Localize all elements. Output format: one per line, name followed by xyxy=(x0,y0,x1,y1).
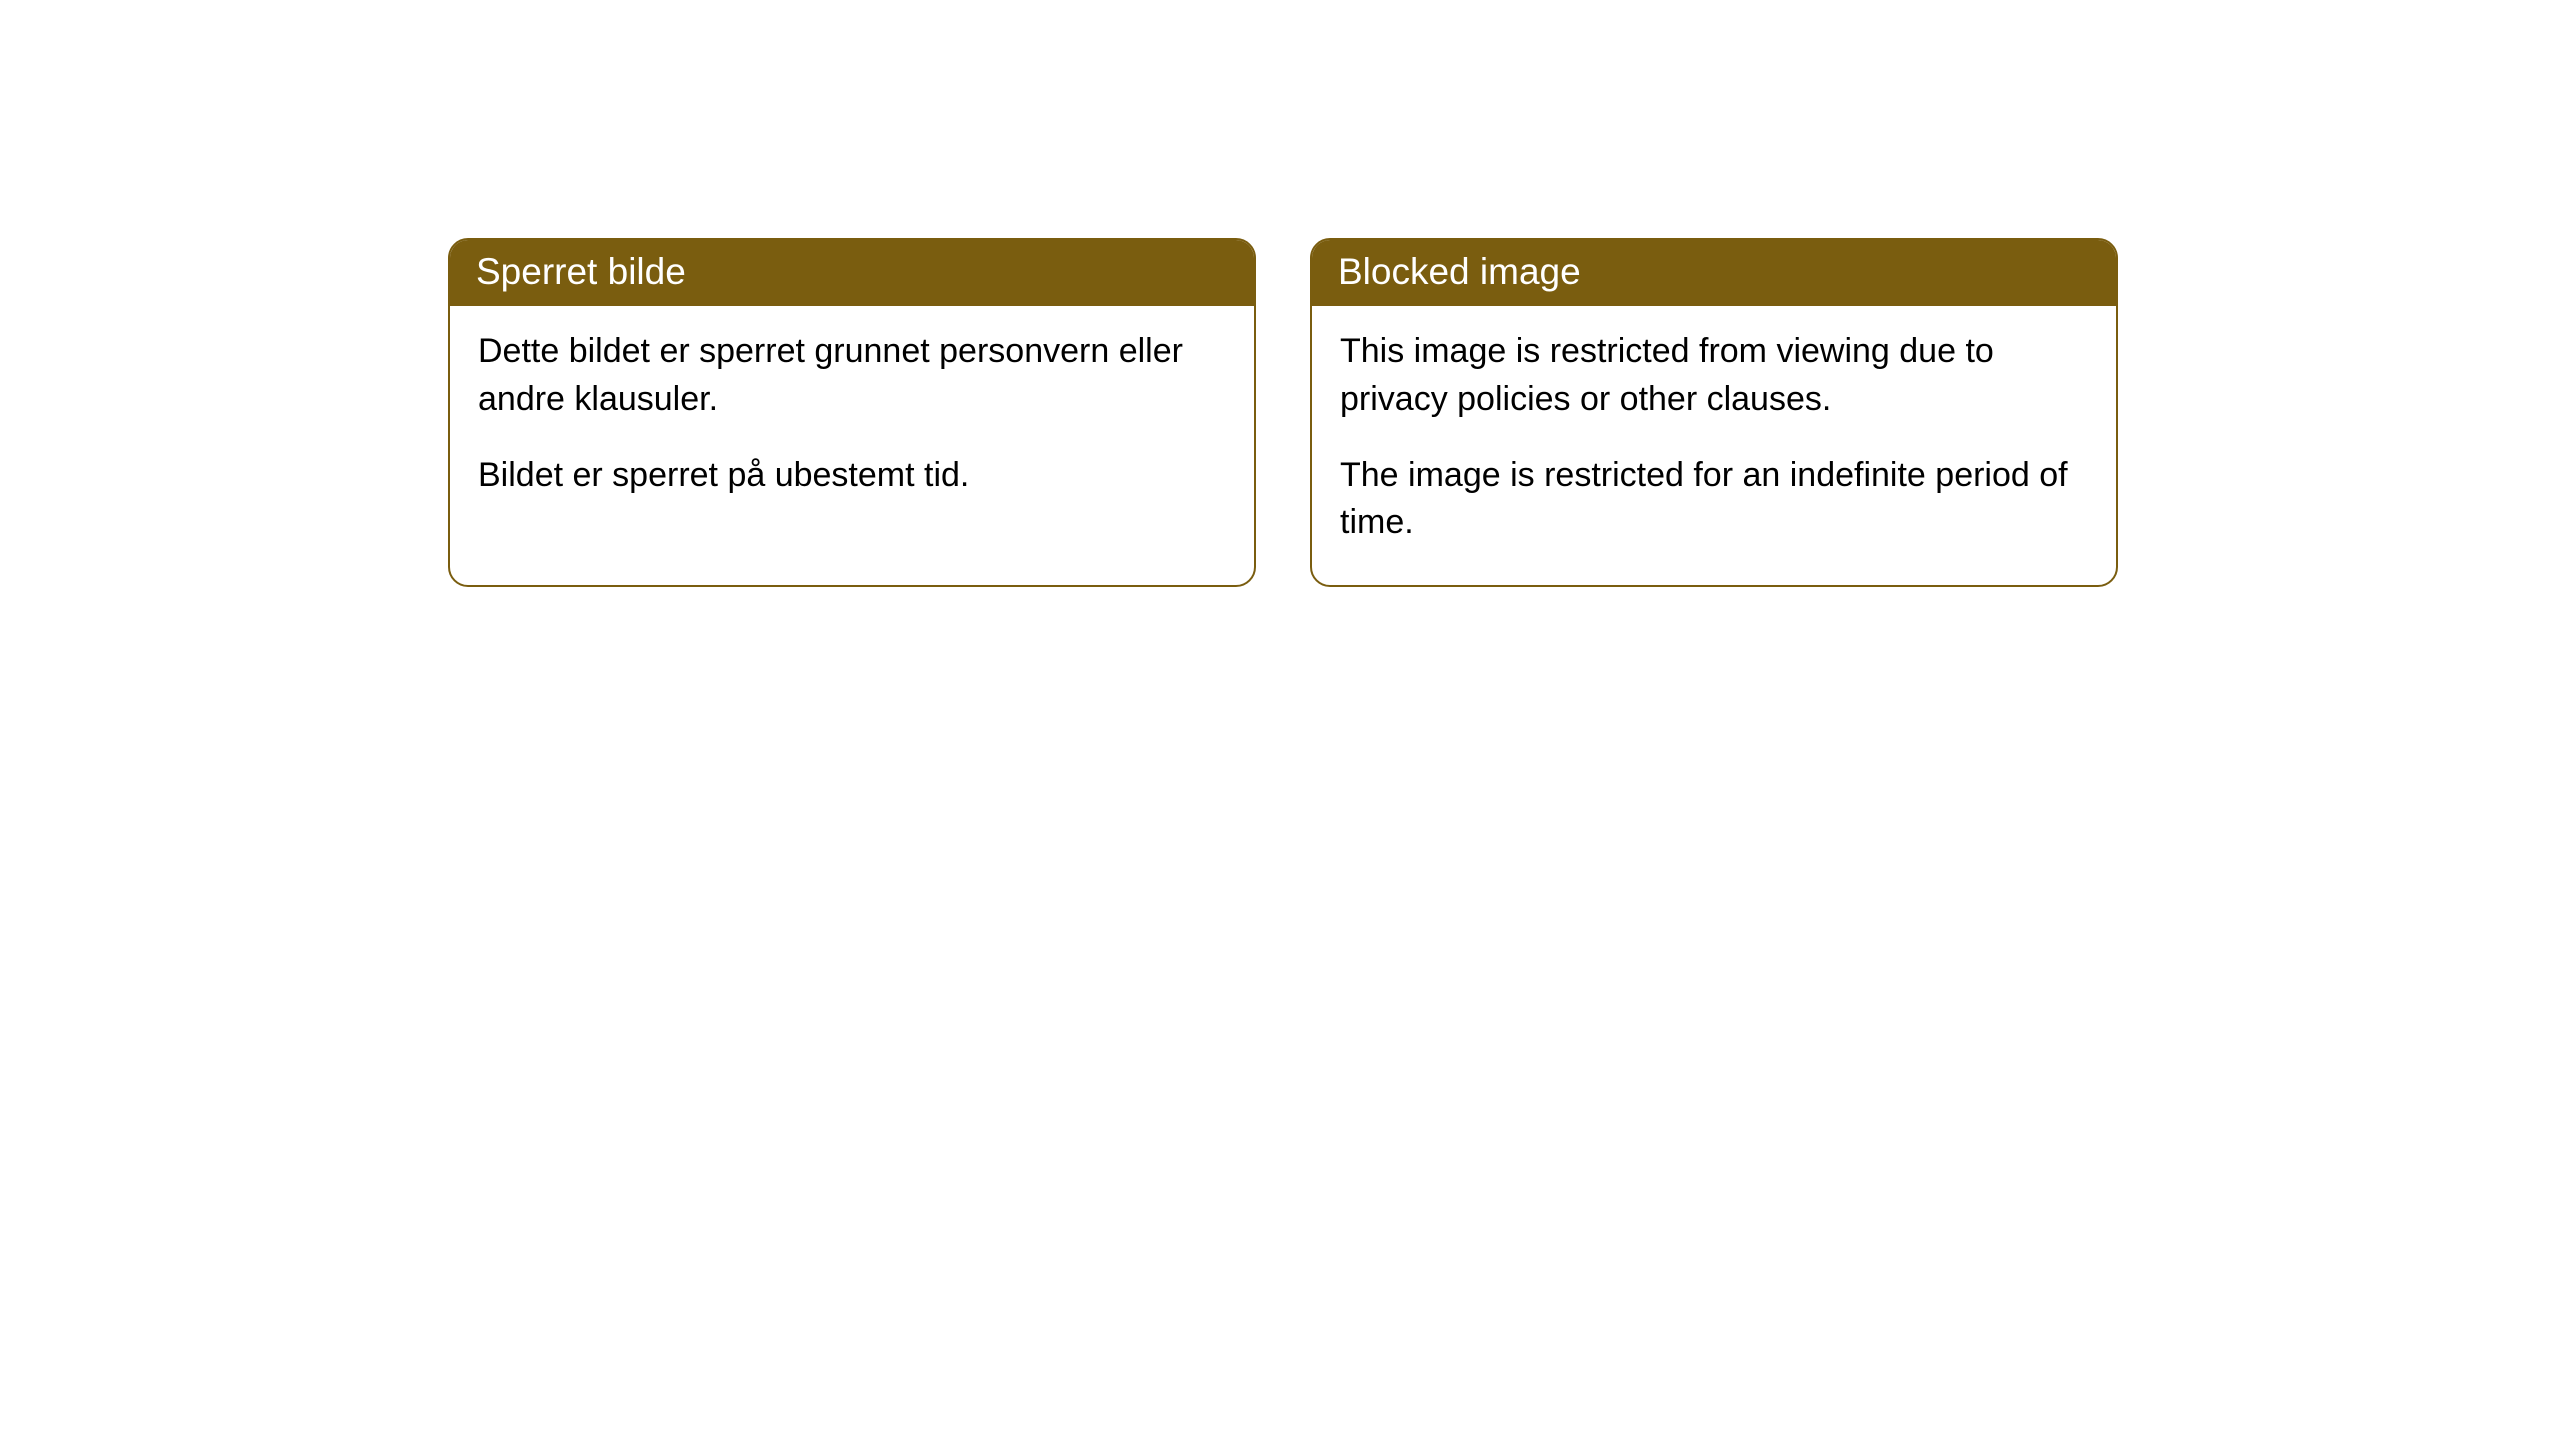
cards-container: Sperret bilde Dette bildet er sperret gr… xyxy=(448,238,2118,587)
blocked-image-card-no: Sperret bilde Dette bildet er sperret gr… xyxy=(448,238,1256,587)
card-body-no: Dette bildet er sperret grunnet personve… xyxy=(450,306,1254,537)
card-paragraph-2-en: The image is restricted for an indefinit… xyxy=(1340,452,2088,547)
blocked-image-card-en: Blocked image This image is restricted f… xyxy=(1310,238,2118,587)
card-header-no: Sperret bilde xyxy=(450,240,1254,306)
card-body-en: This image is restricted from viewing du… xyxy=(1312,306,2116,584)
card-paragraph-1-en: This image is restricted from viewing du… xyxy=(1340,328,2088,423)
card-paragraph-2-no: Bildet er sperret på ubestemt tid. xyxy=(478,452,1226,500)
card-header-en: Blocked image xyxy=(1312,240,2116,306)
card-paragraph-1-no: Dette bildet er sperret grunnet personve… xyxy=(478,328,1226,423)
